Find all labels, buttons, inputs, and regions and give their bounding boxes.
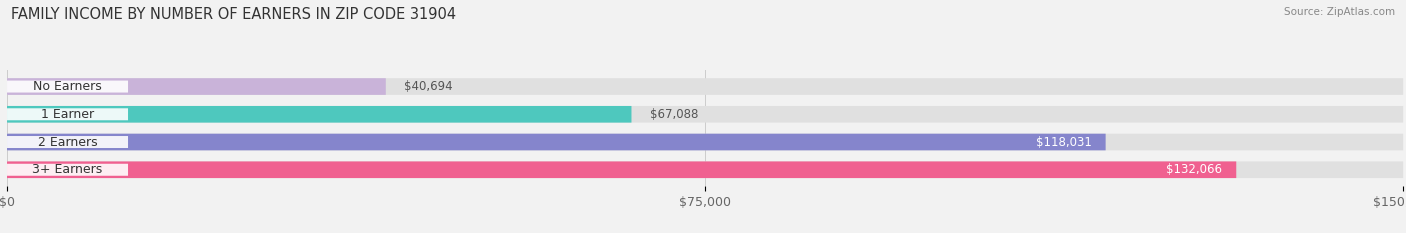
Text: 2 Earners: 2 Earners [38, 136, 97, 148]
FancyBboxPatch shape [7, 161, 1403, 178]
FancyBboxPatch shape [7, 164, 128, 176]
Text: Source: ZipAtlas.com: Source: ZipAtlas.com [1284, 7, 1395, 17]
FancyBboxPatch shape [7, 134, 1403, 150]
FancyBboxPatch shape [7, 136, 128, 148]
Text: No Earners: No Earners [34, 80, 101, 93]
FancyBboxPatch shape [7, 134, 1105, 150]
FancyBboxPatch shape [7, 78, 1403, 95]
Text: $132,066: $132,066 [1167, 163, 1222, 176]
FancyBboxPatch shape [7, 108, 128, 120]
FancyBboxPatch shape [7, 81, 128, 93]
Text: 3+ Earners: 3+ Earners [32, 163, 103, 176]
FancyBboxPatch shape [7, 106, 1403, 123]
Text: $40,694: $40,694 [405, 80, 453, 93]
FancyBboxPatch shape [7, 161, 1236, 178]
Text: $118,031: $118,031 [1036, 136, 1091, 148]
FancyBboxPatch shape [7, 78, 385, 95]
FancyBboxPatch shape [7, 106, 631, 123]
Text: FAMILY INCOME BY NUMBER OF EARNERS IN ZIP CODE 31904: FAMILY INCOME BY NUMBER OF EARNERS IN ZI… [11, 7, 457, 22]
Text: 1 Earner: 1 Earner [41, 108, 94, 121]
Text: $67,088: $67,088 [650, 108, 699, 121]
